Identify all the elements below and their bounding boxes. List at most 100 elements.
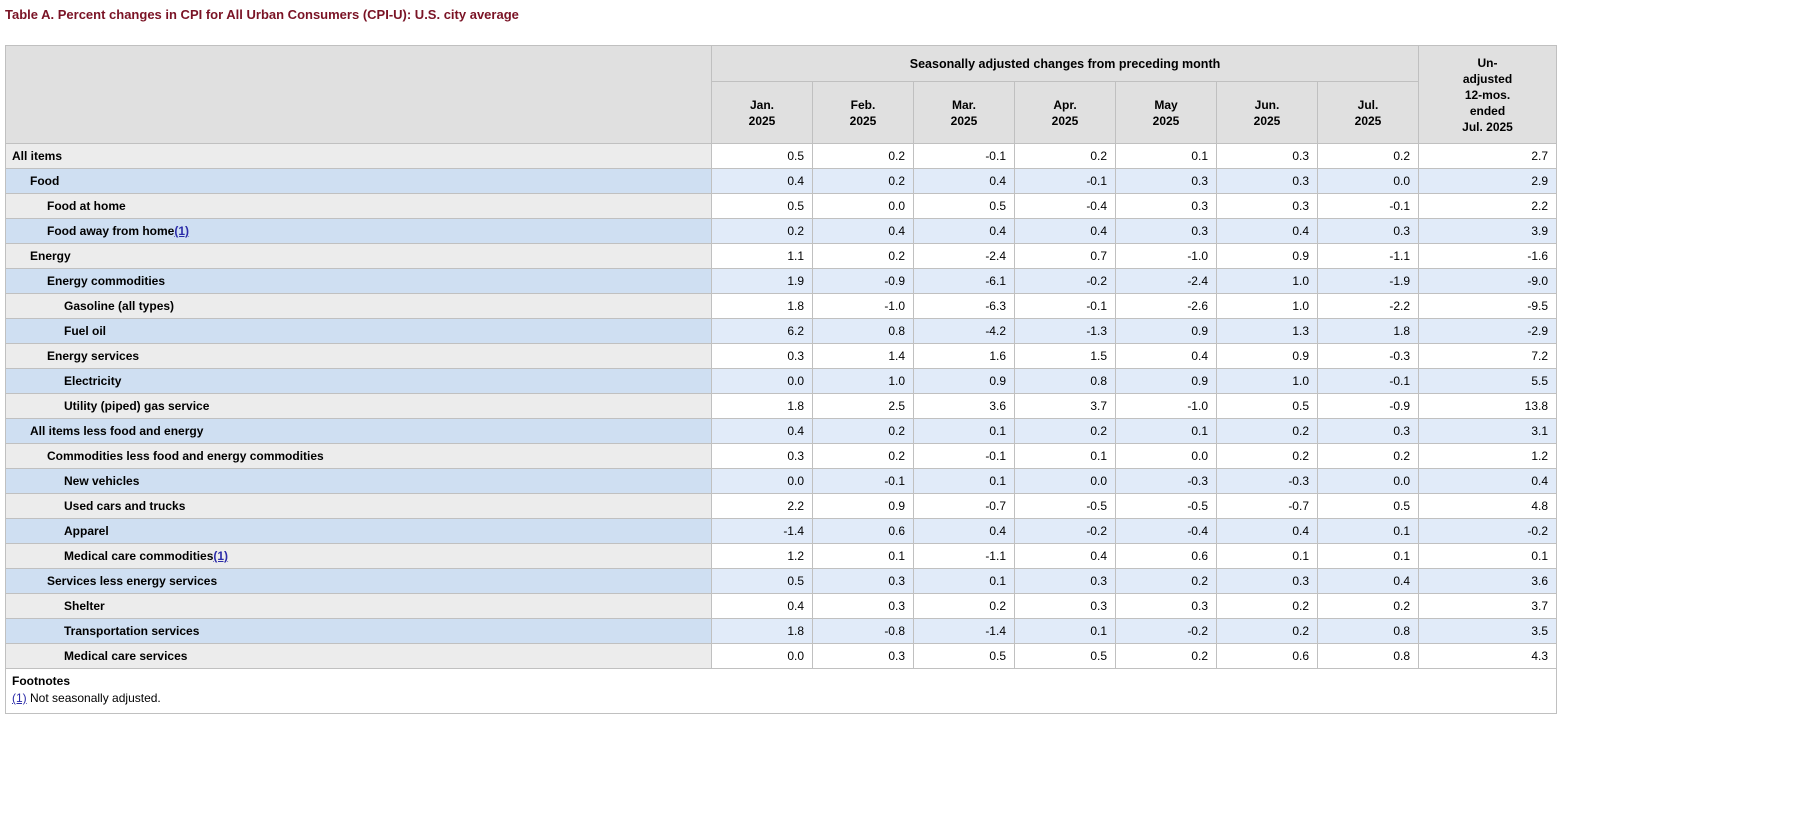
cpi-table: Seasonally adjusted changes from precedi…: [4, 45, 1558, 714]
month-column-header: Jul. 2025: [1316, 81, 1420, 144]
value-cell: 0.6: [1115, 543, 1217, 569]
row-label: Medical care services: [5, 643, 712, 669]
value-cell: 3.7: [1014, 393, 1116, 419]
value-cell: -0.1: [913, 143, 1015, 169]
footnotes-heading: Footnotes: [12, 674, 70, 688]
value-cell: 0.2: [1014, 418, 1116, 444]
value-cell: 0.4: [711, 168, 813, 194]
value-cell: -0.1: [812, 468, 914, 494]
value-cell: -0.1: [1316, 193, 1420, 219]
row-label-text: Fuel oil: [64, 324, 106, 338]
value-cell: 1.2: [711, 543, 813, 569]
value-cell: 0.2: [1115, 643, 1217, 669]
value-cell: 1.5: [1014, 343, 1116, 369]
value-cell: 1.1: [711, 243, 813, 269]
table-row: Food at home 0.5 0.0 0.5 -0.4 0.3 0.3 -0.1 2.2: [5, 193, 1558, 219]
row-label-text: Energy: [30, 249, 71, 263]
value-cell: 0.3: [1216, 193, 1318, 219]
month-header-row: Jan. 2025 Feb. 2025 Mar. 2025 Apr. 2025 May …: [6, 81, 1557, 144]
value-cell: 0.1: [913, 418, 1015, 444]
value-cell: 0.4: [1014, 218, 1116, 244]
value-cell: 0.4: [711, 418, 813, 444]
table-row: Transportation services 1.8 -0.8 -1.4 0.1 -0.…: [5, 618, 1558, 644]
value-cell: 0.2: [812, 168, 914, 194]
group-header-row: Seasonally adjusted changes from precedi…: [5, 45, 1558, 144]
value-cell: 0.3: [1316, 418, 1420, 444]
table-row: Energy services 0.3 1.4 1.6 1.5 0.4 0.9 -0.3 7.2: [5, 343, 1558, 369]
value-cell: 0.0: [1316, 468, 1420, 494]
table-row: Energy 1.1 0.2 -2.4 0.7 -1.0 0.9 -1.1 -1.6: [5, 243, 1558, 269]
row-label-text: Energy services: [47, 349, 140, 363]
value-cell: 0.1: [1418, 543, 1558, 569]
row-label: Apparel: [5, 518, 712, 544]
footnote-link[interactable]: (1): [213, 549, 229, 563]
value-cell: 0.5: [913, 193, 1015, 219]
row-label-text: Services less energy services: [47, 574, 218, 588]
row-label-text: Electricity: [64, 374, 122, 388]
value-cell: -0.2: [1115, 618, 1217, 644]
value-cell: 7.2: [1418, 343, 1558, 369]
row-label-text: Utility (piped) gas service: [64, 399, 210, 413]
table-row: Electricity 0.0 1.0 0.9 0.8 0.9 1.0 -0.1 5.5: [5, 368, 1558, 394]
value-cell: -1.6: [1418, 243, 1558, 269]
value-cell: 0.9: [1115, 318, 1217, 344]
value-cell: 1.4: [812, 343, 914, 369]
row-label: Shelter: [5, 593, 712, 619]
value-cell: 0.4: [1216, 218, 1318, 244]
value-cell: 0.3: [1216, 568, 1318, 594]
row-label-text: All items less food and energy: [30, 424, 204, 438]
value-cell: -0.2: [1014, 268, 1116, 294]
value-cell: 3.6: [1418, 568, 1558, 594]
value-cell: 0.0: [711, 468, 813, 494]
value-cell: 0.6: [812, 518, 914, 544]
value-cell: 4.3: [1418, 643, 1558, 669]
value-cell: -0.9: [812, 268, 914, 294]
value-cell: 0.3: [1014, 568, 1116, 594]
footnote-ref-link[interactable]: (1): [12, 691, 27, 705]
value-cell: 0.2: [812, 418, 914, 444]
value-cell: -0.2: [1014, 518, 1116, 544]
value-cell: -6.1: [913, 268, 1015, 294]
value-cell: 0.4: [1115, 343, 1217, 369]
table-row: All items 0.5 0.2 -0.1 0.2 0.1 0.3 0.2 2.7: [5, 143, 1558, 169]
value-cell: 1.0: [812, 368, 914, 394]
row-label: All items less food and energy: [5, 418, 712, 444]
value-cell: 0.2: [812, 143, 914, 169]
value-cell: 3.5: [1418, 618, 1558, 644]
row-label-text: Food: [30, 174, 60, 188]
value-cell: -1.0: [1115, 243, 1217, 269]
value-cell: 0.9: [1216, 243, 1318, 269]
value-cell: 0.1: [913, 468, 1015, 494]
value-cell: -2.6: [1115, 293, 1217, 319]
value-cell: 0.2: [1316, 143, 1420, 169]
value-cell: -2.4: [1115, 268, 1217, 294]
value-cell: 0.9: [1115, 368, 1217, 394]
value-cell: 3.6: [913, 393, 1015, 419]
value-cell: -0.1: [1316, 368, 1420, 394]
value-cell: -0.3: [1216, 468, 1318, 494]
value-cell: 0.8: [1316, 618, 1420, 644]
value-cell: 0.3: [1014, 593, 1116, 619]
value-cell: 0.4: [812, 218, 914, 244]
value-cell: 0.4: [913, 168, 1015, 194]
row-label: Energy: [5, 243, 712, 269]
value-cell: 0.4: [913, 518, 1015, 544]
month-column-header: Jun. 2025: [1216, 81, 1318, 144]
value-cell: -0.7: [913, 493, 1015, 519]
row-label-text: Used cars and trucks: [64, 499, 186, 513]
value-cell: 0.2: [1115, 568, 1217, 594]
row-label: Energy commodities: [5, 268, 712, 294]
value-cell: 0.9: [1216, 343, 1318, 369]
value-cell: -1.1: [1316, 243, 1420, 269]
footnote-link[interactable]: (1): [174, 224, 190, 238]
table-row: Used cars and trucks 2.2 0.9 -0.7 -0.5 -0.5 -0…: [5, 493, 1558, 519]
value-cell: 0.2: [1316, 593, 1420, 619]
value-cell: 0.8: [1316, 643, 1420, 669]
month-column-header: Feb. 2025: [812, 81, 914, 144]
table-row: New vehicles 0.0 -0.1 0.1 0.0 -0.3 -0.3 0.0 0.4: [5, 468, 1558, 494]
value-cell: -0.5: [1014, 493, 1116, 519]
value-cell: 0.3: [1216, 143, 1318, 169]
value-cell: 0.5: [1216, 393, 1318, 419]
value-cell: -0.1: [1014, 168, 1116, 194]
value-cell: 1.8: [1316, 318, 1420, 344]
